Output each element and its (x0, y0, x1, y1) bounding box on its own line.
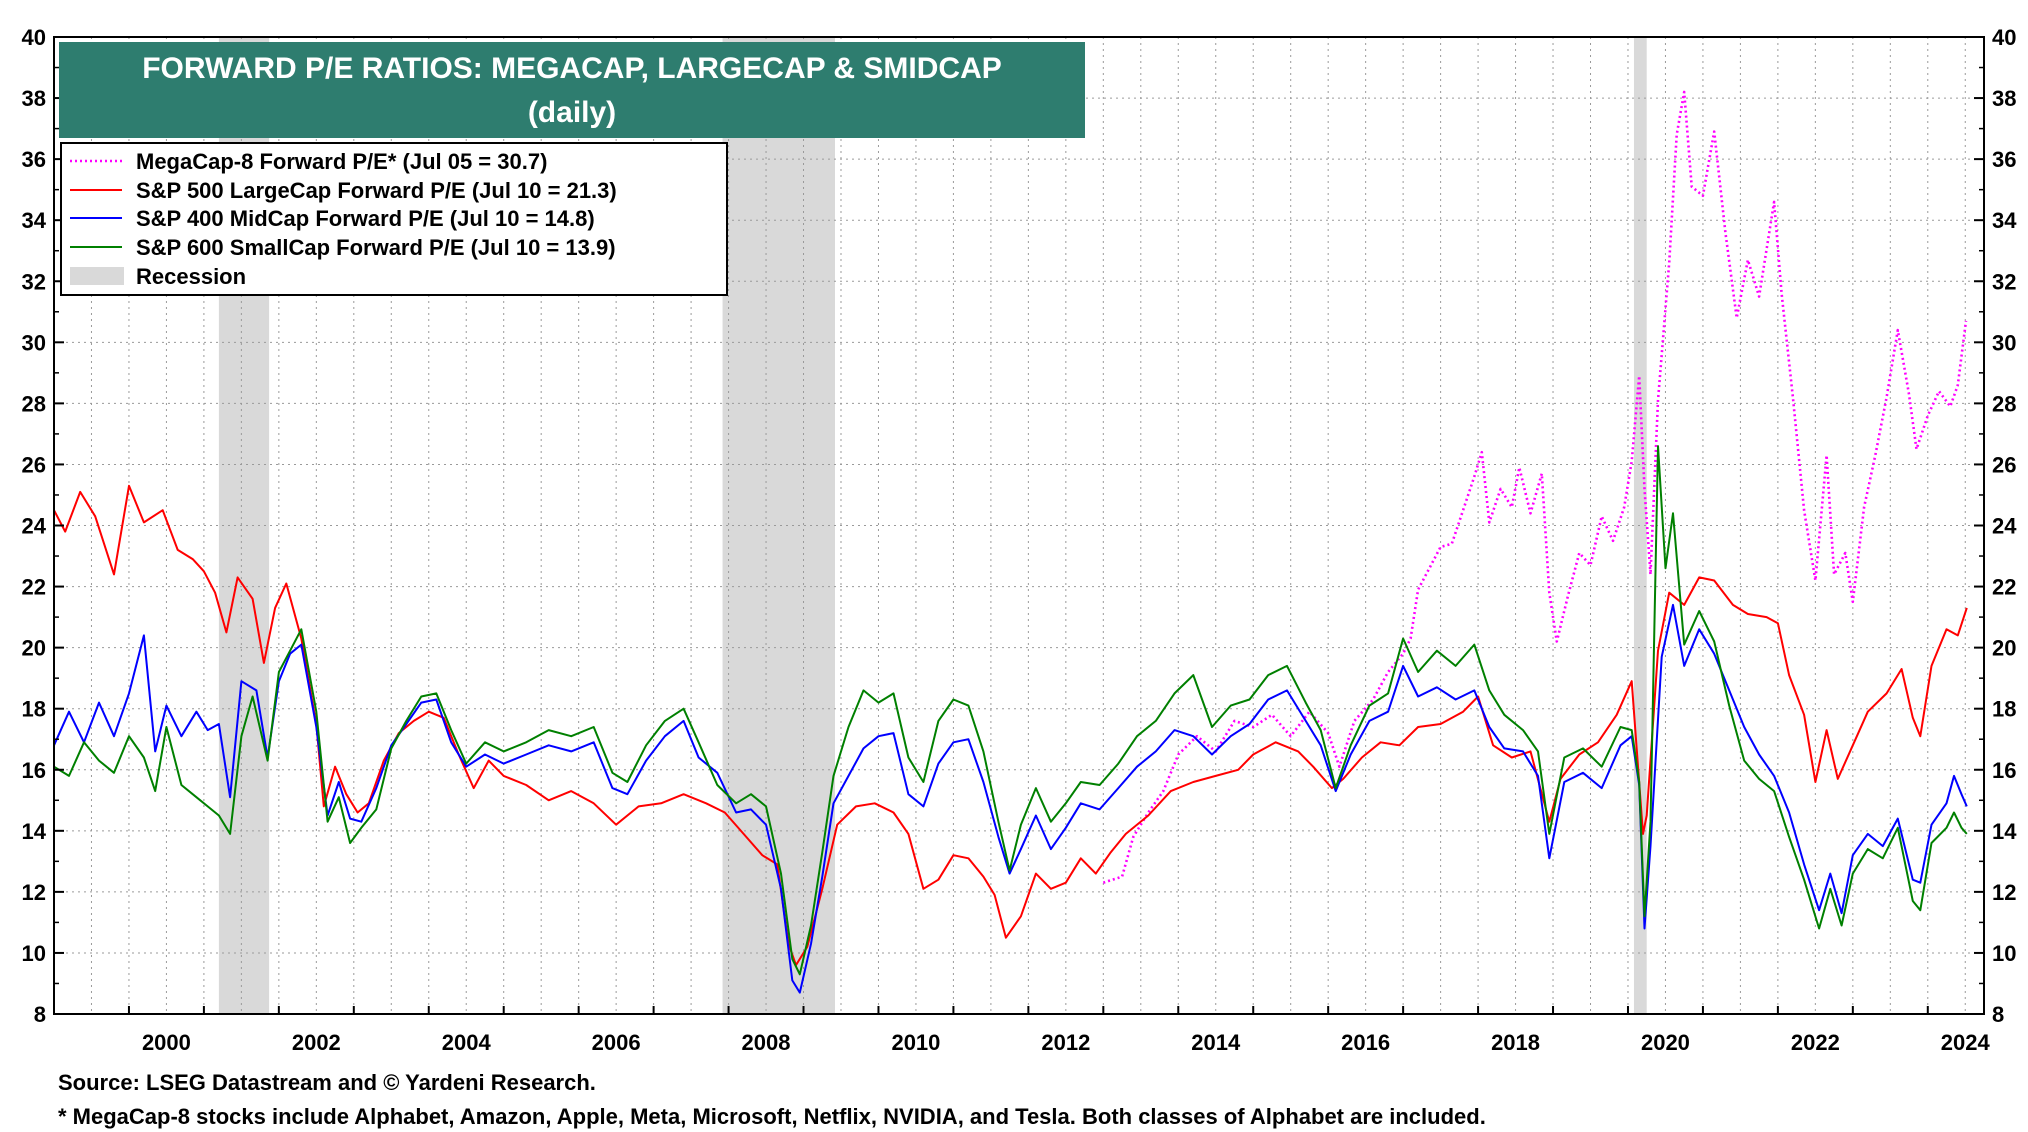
x-tick-label: 2014 (1191, 1030, 1241, 1055)
chart-title: FORWARD P/E RATIOS: MEGACAP, LARGECAP & … (142, 52, 1002, 85)
y-tick-label-left: 40 (22, 25, 46, 50)
x-tick-label: 2012 (1041, 1030, 1090, 1055)
y-tick-label-left: 38 (22, 86, 46, 111)
legend-label-recession: Recession (136, 264, 246, 289)
chart-subtitle: (daily) (528, 96, 616, 129)
y-tick-label-right: 32 (1992, 269, 2016, 294)
x-tick-label: 2022 (1791, 1030, 1840, 1055)
legend-label-sp400: S&P 400 MidCap Forward P/E (Jul 10 = 14.… (136, 206, 595, 231)
series-lines (53, 90, 1968, 994)
y-tick-label-right: 36 (1992, 147, 2016, 172)
y-tick-label-right: 26 (1992, 452, 2016, 477)
y-tick-label-right: 18 (1992, 697, 2016, 722)
title-box: FORWARD P/E RATIOS: MEGACAP, LARGECAP & … (59, 42, 1085, 138)
legend: MegaCap-8 Forward P/E* (Jul 05 = 30.7) S… (60, 142, 728, 296)
y-tick-label-right: 24 (1992, 514, 2017, 539)
series-line-2 (53, 603, 1968, 994)
y-tick-label-right: 30 (1992, 330, 2016, 355)
y-tick-label-left: 10 (22, 941, 46, 966)
legend-swatch-recession (70, 267, 124, 285)
y-tick-label-right: 16 (1992, 758, 2016, 783)
series-line-0 (1102, 90, 1968, 884)
series-line-3 (53, 445, 1968, 976)
x-tick-label: 2002 (292, 1030, 341, 1055)
y-tick-label-right: 28 (1992, 391, 2016, 416)
y-tick-label-right: 34 (1992, 208, 2017, 233)
x-tick-label: 2016 (1341, 1030, 1390, 1055)
y-tick-label-right: 38 (1992, 86, 2016, 111)
x-tick-label: 2018 (1491, 1030, 1540, 1055)
y-tick-label-left: 34 (22, 208, 47, 233)
y-tick-label-right: 20 (1992, 636, 2016, 661)
y-tick-label-right: 22 (1992, 575, 2016, 600)
x-tick-label: 2010 (891, 1030, 940, 1055)
x-tick-label: 2008 (742, 1030, 791, 1055)
y-tick-label-left: 28 (22, 391, 46, 416)
y-tick-label-left: 36 (22, 147, 46, 172)
legend-label-sp600: S&P 600 SmallCap Forward P/E (Jul 10 = 1… (136, 235, 616, 260)
series-line-1 (53, 484, 1968, 967)
y-tick-label-left: 14 (22, 819, 47, 844)
x-tick-label: 2004 (442, 1030, 492, 1055)
legend-box (60, 142, 728, 296)
y-tick-label-left: 32 (22, 269, 46, 294)
megacap-footnote: * MegaCap-8 stocks include Alphabet, Ama… (58, 1104, 1486, 1129)
y-tick-label-left: 22 (22, 575, 46, 600)
y-tick-label-right: 12 (1992, 880, 2016, 905)
y-tick-label-right: 8 (1992, 1002, 2004, 1027)
y-tick-label-left: 12 (22, 880, 46, 905)
legend-label-sp500: S&P 500 LargeCap Forward P/E (Jul 10 = 2… (136, 178, 617, 203)
y-tick-label-left: 30 (22, 330, 46, 355)
y-tick-label-right: 10 (1992, 941, 2016, 966)
y-tick-label-right: 14 (1992, 819, 2017, 844)
y-tick-label-left: 26 (22, 452, 46, 477)
y-tick-label-left: 16 (22, 758, 46, 783)
legend-label-megacap: MegaCap-8 Forward P/E* (Jul 05 = 30.7) (136, 149, 547, 174)
y-tick-label-left: 8 (34, 1002, 46, 1027)
y-tick-label-left: 18 (22, 697, 46, 722)
y-tick-label-left: 24 (22, 514, 47, 539)
x-tick-label: 2006 (592, 1030, 641, 1055)
x-tick-label: 2020 (1641, 1030, 1690, 1055)
y-tick-label-left: 20 (22, 636, 46, 661)
x-tick-label: 2024 (1941, 1030, 1991, 1055)
x-tick-label: 2000 (142, 1030, 191, 1055)
source-note: Source: LSEG Datastream and © Yardeni Re… (58, 1070, 596, 1095)
y-tick-label-right: 40 (1992, 25, 2016, 50)
